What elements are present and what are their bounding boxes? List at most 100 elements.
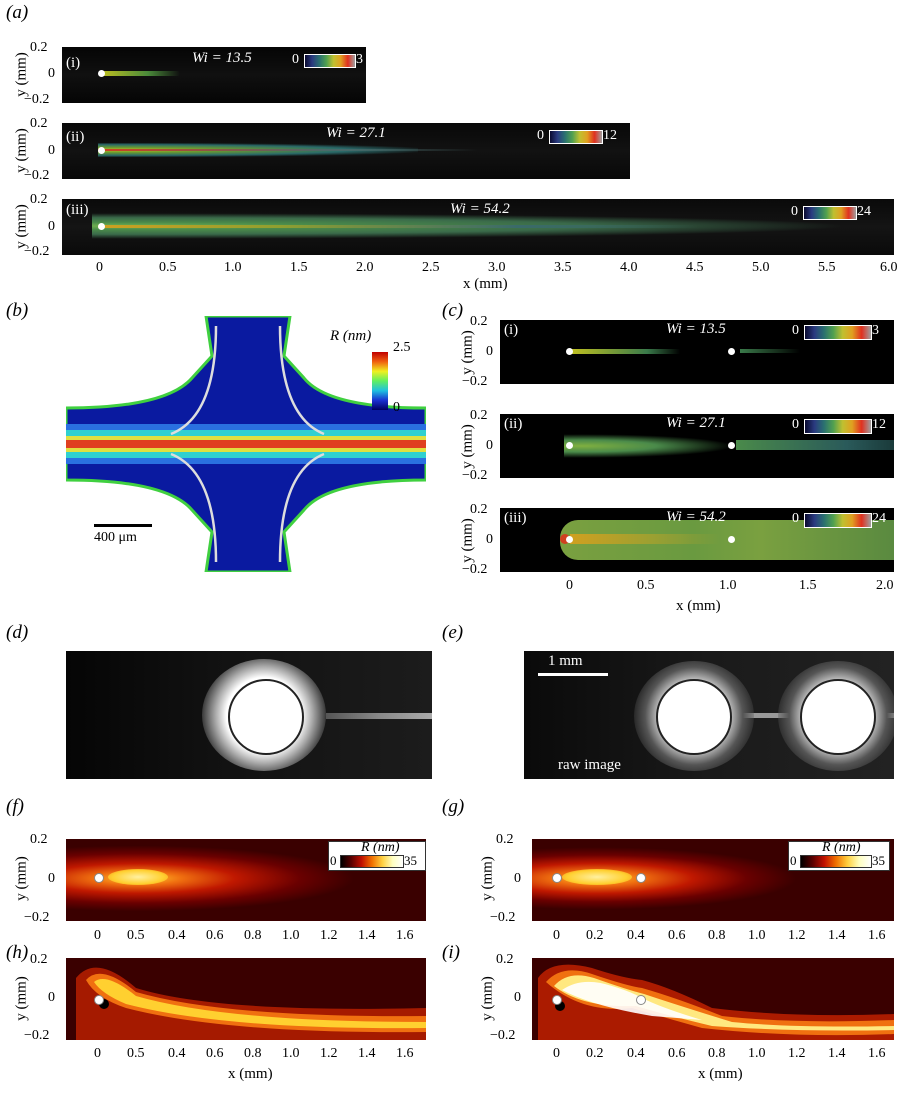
xtick: 2.0	[356, 260, 374, 275]
panel-i-plume	[538, 964, 894, 1040]
panel-c-iii-cb-max: 24	[872, 511, 886, 526]
panel-b-cb-label: R (nm)	[330, 328, 372, 344]
ytick: −0.2	[24, 1028, 50, 1043]
heat-core	[562, 869, 632, 885]
panel-i-xlabel: x (mm)	[698, 1066, 743, 1082]
panel-a-iii-colorbar	[803, 206, 857, 220]
ytick: 0	[486, 438, 493, 453]
panel-label-f: (f)	[6, 796, 24, 817]
xtick: 2.0	[876, 578, 894, 593]
panel-g-image: R (nm) 0 35	[532, 839, 894, 921]
panel-i-image	[532, 958, 894, 1040]
panel-c-iii-image: (iii) Wi = 54.2 0 24	[500, 508, 894, 572]
xtick: 0	[553, 928, 560, 943]
wake-streak	[564, 434, 734, 458]
ytick: 0	[48, 990, 55, 1005]
panel-e-image: 1 mm raw image	[524, 651, 894, 779]
xtick: 0	[94, 1046, 101, 1061]
panel-f-colorbar	[340, 855, 404, 868]
panel-a-xlabel: x (mm)	[463, 276, 508, 292]
wake-streak	[736, 440, 894, 450]
xtick: 1.2	[788, 1046, 806, 1061]
panel-c-iii-colorbar	[804, 513, 872, 528]
panel-a-iii-wi: Wi = 54.2	[450, 201, 510, 217]
wake-line	[326, 713, 432, 719]
ytick: −0.2	[24, 910, 50, 925]
panel-a-ii-image: (ii) Wi = 27.1 0 12	[62, 123, 630, 179]
xtick: 0.6	[206, 928, 224, 943]
ytick: 0.2	[30, 40, 48, 55]
panel-a-iii-cb-min: 0	[791, 204, 798, 219]
panel-f-image: R (nm) 0 35	[66, 839, 426, 921]
xtick: 0.5	[159, 260, 177, 275]
panel-d-image	[66, 651, 432, 779]
panel-c-i-label: (i)	[504, 322, 519, 338]
cylinder	[228, 679, 304, 755]
xtick: 1.0	[748, 928, 766, 943]
panel-a-i-label: (i)	[66, 55, 81, 71]
panel-a-i-cb-max: 3	[356, 52, 363, 67]
xtick: 0.8	[708, 928, 726, 943]
wake-streak	[570, 349, 680, 354]
panel-b-scale-bar	[94, 524, 152, 527]
xtick: 4.0	[620, 260, 638, 275]
panel-a-ii-cb-max: 12	[603, 128, 617, 143]
ytick: 0.2	[496, 832, 514, 847]
panel-b-image	[66, 316, 426, 572]
panel-f-cb-label: R (nm)	[361, 840, 400, 855]
xtick: 1.0	[224, 260, 242, 275]
panel-label-b: (b)	[6, 300, 29, 321]
panel-a-ii-label: (ii)	[66, 129, 85, 145]
xtick: 5.0	[752, 260, 770, 275]
ytick: 0	[48, 871, 55, 886]
xtick: 0.8	[708, 1046, 726, 1061]
wake-line	[98, 149, 478, 151]
panel-b-cb-max: 2.5	[393, 340, 411, 355]
xtick: 0.5	[637, 578, 655, 593]
panel-c-ii-image: (ii) Wi = 27.1 0 12	[500, 414, 894, 478]
cylinder	[656, 679, 732, 755]
panel-f-cb-min: 0	[330, 853, 337, 868]
xtick: 0	[94, 928, 101, 943]
ytick: −0.2	[24, 244, 50, 259]
xtick: 1.6	[396, 928, 414, 943]
cylinder-marker	[636, 873, 646, 883]
panel-h-image	[66, 958, 426, 1040]
xtick: 0.4	[627, 928, 645, 943]
ytick: 0	[48, 143, 55, 158]
xtick: 1.4	[358, 1046, 376, 1061]
panel-c-i-cb-max: 3	[872, 323, 879, 338]
ytick: −0.2	[462, 374, 488, 389]
panel-a-i-cb-min: 0	[292, 52, 299, 67]
xtick: 1.6	[868, 1046, 886, 1061]
xtick: 1.6	[868, 928, 886, 943]
panel-a-i-colorbar	[304, 54, 356, 68]
xtick: 1.4	[828, 1046, 846, 1061]
xtick: 1.2	[320, 928, 338, 943]
xtick: 0.6	[668, 928, 686, 943]
ytick: 0	[514, 990, 521, 1005]
cylinder-marker	[552, 873, 562, 883]
cylinder	[800, 679, 876, 755]
cylinder-marker	[566, 536, 573, 543]
panel-a-ii-cb-min: 0	[537, 128, 544, 143]
ytick: 0.2	[30, 116, 48, 131]
cylinder-marker	[728, 536, 735, 543]
panel-g-cb-label: R (nm)	[822, 840, 861, 855]
panel-label-h: (h)	[6, 942, 29, 963]
panel-c-xlabel: x (mm)	[676, 598, 721, 614]
cylinder-marker	[728, 348, 735, 355]
xtick: 6.0	[880, 260, 898, 275]
xtick: 1.0	[282, 1046, 300, 1061]
xtick: 0.6	[206, 1046, 224, 1061]
xtick: 0.2	[586, 1046, 604, 1061]
xtick: 1.0	[719, 578, 737, 593]
panel-c-iii-cb-min: 0	[792, 511, 799, 526]
xtick: 1.5	[290, 260, 308, 275]
panel-e-scale-bar	[538, 673, 608, 676]
panel-c-i-cb-min: 0	[792, 323, 799, 338]
xtick: 0.5	[127, 928, 145, 943]
panel-a-ii-colorbar	[549, 130, 603, 144]
xtick: 3.0	[488, 260, 506, 275]
xtick: 1.4	[828, 928, 846, 943]
